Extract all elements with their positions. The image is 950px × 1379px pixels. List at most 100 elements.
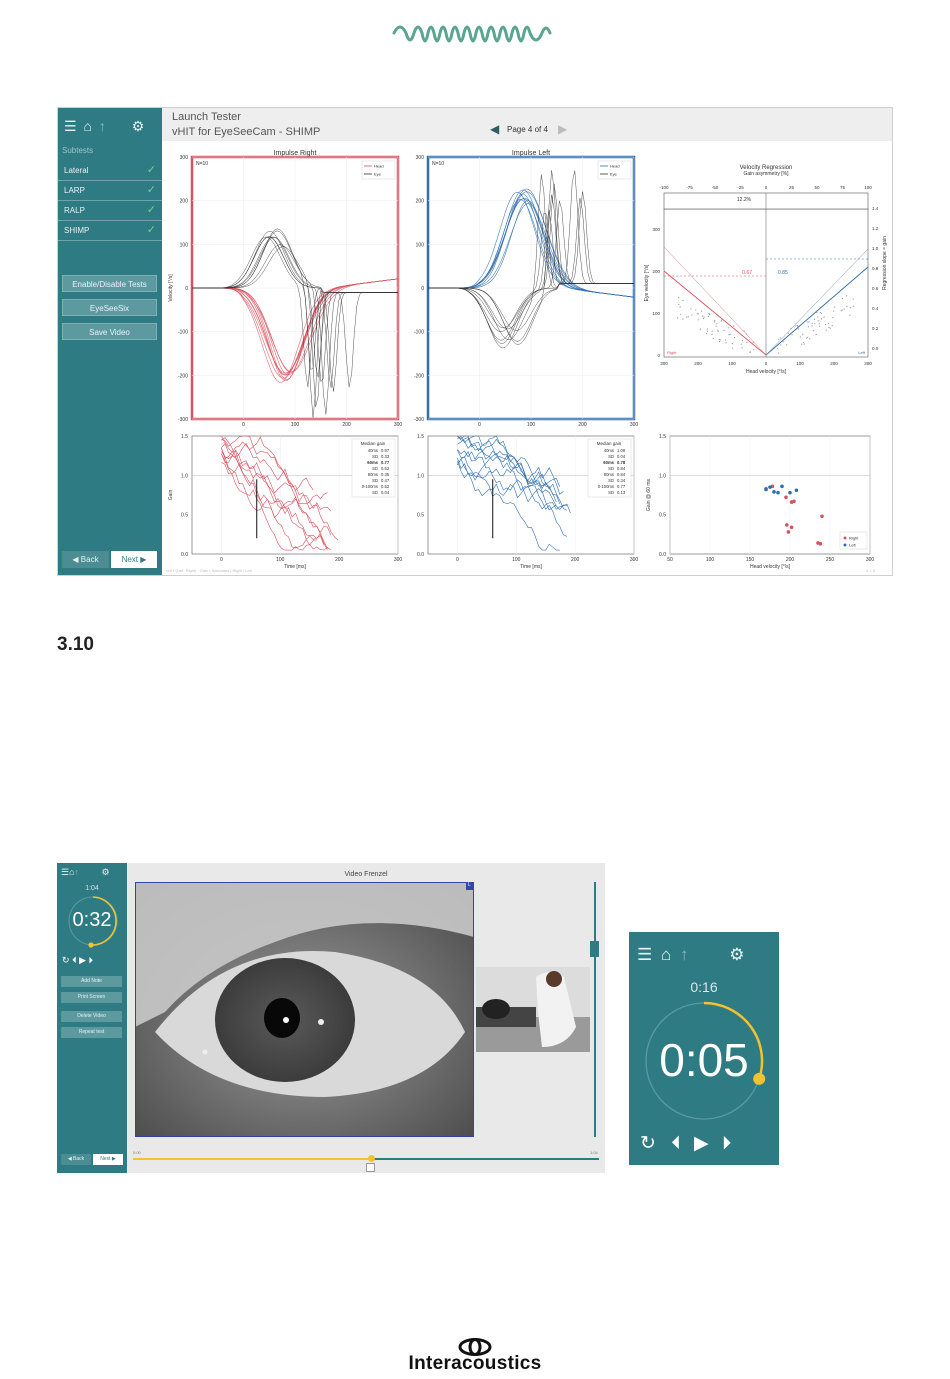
y-tick-label: 0.0 [181,552,188,558]
up-arrow-icon[interactable]: ↑ [680,945,689,964]
x-tick-label: 300 [630,422,639,428]
sample-point [729,333,731,335]
gear-icon[interactable]: ⚙ [131,118,145,134]
next-page-icon[interactable]: ▶ [558,122,568,136]
table-key: SD [608,478,614,483]
subtests-header: Subtests [62,146,94,155]
gain-trace [221,435,328,551]
table-value: 0.04 [617,454,626,459]
eyeseesix-button[interactable]: EyeSeeSix [62,299,157,316]
subtest-ralp[interactable]: RALP ✓ [58,201,162,221]
y-tick-label: 0 [421,286,424,292]
save-video-button[interactable]: Save Video [62,323,157,340]
video-frenzel-screen: ☰⌂↑ ⚙ 1:04 0:32 ↻ ⏴ ▶ ⏵ Add Note Print S… [57,863,605,1173]
y-tick-label: 1.5 [659,434,666,440]
step-back-icon[interactable]: ⏴ [72,955,77,965]
add-note-button[interactable]: Add Note [61,976,122,987]
gear-icon[interactable]: ⚙ [729,945,745,964]
sample-point [808,321,810,323]
replay-icon[interactable]: ↻ [62,955,70,965]
scatter-point [776,490,780,495]
table-key: 60ms [603,460,614,465]
next-button[interactable]: Next ▶ [111,551,157,568]
sample-point [845,295,848,297]
subtest-lateral[interactable]: Lateral ✓ [58,161,162,181]
sample-point [795,325,797,327]
prev-page-icon[interactable]: ◀ [490,122,500,136]
sample-point [701,310,703,312]
gain-trace [221,435,332,512]
home-icon[interactable]: ⌂ [660,945,672,964]
timeline-playhead[interactable] [368,1155,375,1162]
sample-point [802,341,805,343]
next-button[interactable]: Next ▶ [93,1154,123,1165]
enable-disable-tests-button[interactable]: Enable/Disable Tests [62,275,157,292]
home-icon[interactable]: ⌂ [69,867,75,877]
up-arrow-icon[interactable]: ↑ [98,118,106,134]
sample-point [691,314,693,316]
print-screen-button[interactable]: Print Screen [61,992,122,1003]
delete-video-button[interactable]: Delete Video [61,1011,122,1022]
timeline-handle-icon[interactable] [366,1163,375,1172]
impulse-plot: 300 200 100 0 -100 -200 -300 0 100 200 300 Impulse … [414,150,638,428]
table-value: 0.34 [617,478,626,483]
sample-point [843,308,845,310]
table-value: 0.77 [381,460,390,465]
table-value: 0.35 [381,472,390,477]
page-indicator: Page 4 of 4 [507,125,548,134]
results-plots: 300 200 100 0 -100 -200 -300 0 100 200 300 Impulse … [168,150,888,570]
step-forward-icon[interactable]: ⏵ [721,1133,732,1154]
play-icon[interactable]: ▶ [694,1133,709,1154]
x-axis-label: Time [ms] [520,564,542,570]
play-icon[interactable]: ▶ [79,955,87,965]
step-back-icon[interactable]: ⏴ [671,1133,681,1154]
sample-point [809,338,811,340]
subtest-larp[interactable]: LARP ✓ [58,181,162,201]
sample-point [697,313,699,315]
x-tick-label: 300 [864,361,872,366]
volume-slider[interactable] [594,882,596,1137]
sample-point [682,299,684,301]
replay-icon[interactable]: ↻ [640,1133,656,1154]
scatter-point [768,485,772,489]
x-tick-label: 50 [667,557,673,563]
table-key: SD [372,478,378,483]
timer-display: 0:32 [72,909,112,931]
subtest-shimp[interactable]: SHIMP ✓ [58,221,162,241]
scatter-point [785,523,789,527]
y-axis-label: Velocity [°/s] [168,274,174,302]
top-tick-label: 0 [765,185,768,190]
sample-point [740,343,742,345]
home-icon[interactable]: ⌂ [83,118,92,134]
menu-icon[interactable]: ☰ [64,118,77,134]
x-tick-label: 0 [456,557,459,563]
sample-point [703,316,705,318]
table-value: 1.09 [617,448,626,453]
y-tick-label: 0.0 [659,552,666,558]
video-title: Video Frenzel [344,871,388,878]
table-key: SD [372,466,378,471]
step-forward-icon[interactable]: ⏵ [88,955,94,965]
vhit-results-screen: ☰ ⌂ ↑ ⚙ Subtests Lateral ✓ LARP ✓ RALP ✓ SH… [57,107,893,576]
back-button[interactable]: ◀ Back [61,1154,91,1165]
sample-point [814,318,816,320]
back-button[interactable]: ◀ Back [62,551,109,568]
x-tick-label: 200 [830,361,838,366]
right-tick-label: 1.2 [872,226,879,231]
table-value: 0.47 [381,478,390,483]
legend-swatch [843,543,847,547]
menu-icon[interactable]: ☰ [637,945,653,964]
y-tick-label: 0.0 [417,552,424,558]
legend-label: Eye [374,172,382,177]
repeat-test-button[interactable]: Repeat test [61,1027,122,1038]
up-arrow-icon[interactable]: ↑ [74,867,80,877]
gain-trace [221,447,332,536]
gear-icon[interactable]: ⚙ [101,867,110,877]
sample-point [820,312,823,314]
x-tick-label: 0 [765,361,768,366]
volume-slider-thumb[interactable] [590,941,599,957]
sample-count: N=10 [432,161,444,167]
sample-point [707,315,710,317]
plot-subtitle: Gain asymmetry [%] [743,171,789,177]
menu-icon[interactable]: ☰ [61,867,70,877]
